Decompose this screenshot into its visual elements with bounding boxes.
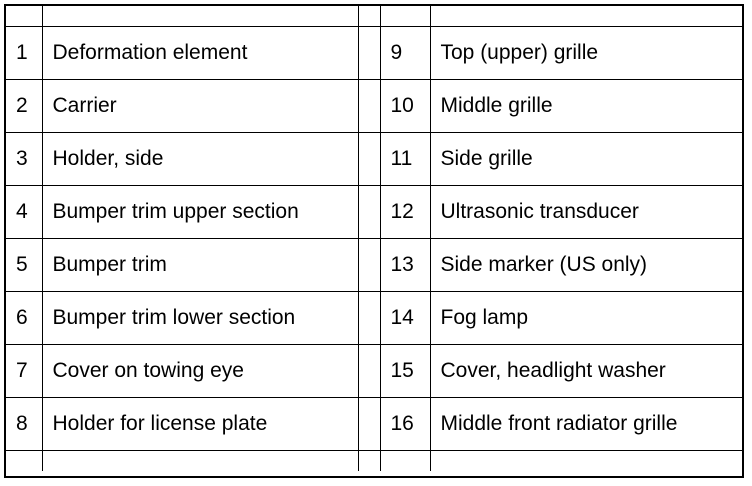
legend-row: 4 Bumper trim upper section 12 Ultrasonic t… [6,185,742,239]
part-number-left: 6 [6,291,43,345]
column-gap [357,397,381,451]
parts-legend-table: 1 Deformation element 9 Top (upper) grille 2… [6,6,742,471]
part-label-right: Top (upper) grille [429,26,742,80]
part-label-left: Bumper trim upper section [41,185,359,239]
part-label-left: Bumper trim lower section [41,291,359,345]
part-label-right: Ultrasonic transducer [429,185,742,239]
spacer-cell [6,6,43,27]
legend-row: 5 Bumper trim 13 Side marker (US only) [6,238,742,292]
legend-body: 1 Deformation element 9 Top (upper) grille 2… [6,6,742,471]
part-label-right: Middle front radiator grille [429,397,742,451]
legend-spacer-bottom [6,450,742,471]
part-label-left: Carrier [41,79,359,133]
part-number-left: 8 [6,397,43,451]
part-label-right: Fog lamp [429,291,742,345]
part-label-left: Holder for license plate [41,397,359,451]
part-label-right: Side grille [429,132,742,186]
spacer-cell [41,450,359,471]
part-number-right: 15 [379,344,431,398]
part-label-left: Cover on towing eye [41,344,359,398]
legend-row: 8 Holder for license plate 16 Middle front … [6,397,742,451]
part-number-right: 10 [379,79,431,133]
spacer-cell [429,450,742,471]
part-number-right: 14 [379,291,431,345]
legend-spacer-top [6,6,742,27]
column-gap [357,79,381,133]
legend-frame: 1 Deformation element 9 Top (upper) grille 2… [4,4,744,478]
part-number-right: 16 [379,397,431,451]
part-label-right: Side marker (US only) [429,238,742,292]
column-gap [357,185,381,239]
spacer-cell [379,6,431,27]
part-number-left: 3 [6,132,43,186]
column-gap [357,344,381,398]
spacer-cell [429,6,742,27]
legend-row: 7 Cover on towing eye 15 Cover, headlight w… [6,344,742,398]
spacer-cell [6,450,43,471]
legend-row: 3 Holder, side 11 Side grille [6,132,742,186]
part-label-left: Holder, side [41,132,359,186]
legend-row: 2 Carrier 10 Middle grille [6,79,742,133]
part-number-left: 2 [6,79,43,133]
part-number-left: 5 [6,238,43,292]
part-number-left: 7 [6,344,43,398]
part-number-right: 9 [379,26,431,80]
part-number-right: 11 [379,132,431,186]
column-gap [357,132,381,186]
part-number-left: 4 [6,185,43,239]
part-number-right: 12 [379,185,431,239]
part-label-left: Bumper trim [41,238,359,292]
column-gap [357,26,381,80]
part-number-left: 1 [6,26,43,80]
part-number-right: 13 [379,238,431,292]
column-gap [357,291,381,345]
spacer-cell [357,6,381,27]
part-label-left: Deformation element [41,26,359,80]
part-label-right: Middle grille [429,79,742,133]
spacer-cell [379,450,431,471]
part-label-right: Cover, headlight washer [429,344,742,398]
legend-row: 6 Bumper trim lower section 14 Fog lamp [6,291,742,345]
spacer-cell [357,450,381,471]
legend-row: 1 Deformation element 9 Top (upper) grille [6,26,742,80]
column-gap [357,238,381,292]
spacer-cell [41,6,359,27]
